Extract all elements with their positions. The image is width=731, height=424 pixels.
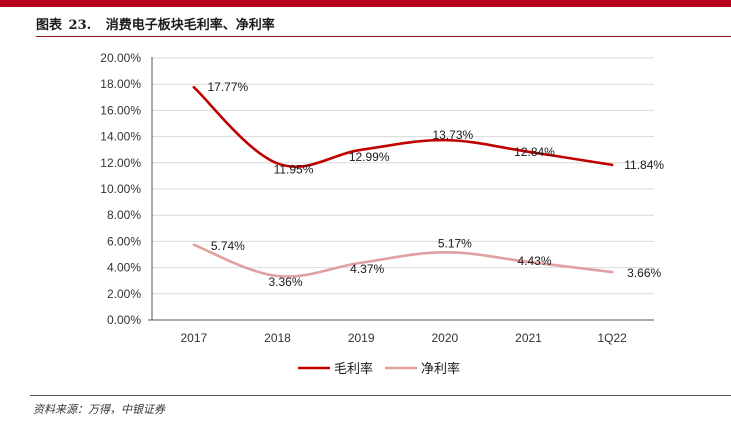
top-accent-bar [0, 0, 731, 7]
x-tick-label: 2018 [264, 331, 291, 345]
x-tick-label: 1Q22 [597, 331, 627, 345]
y-tick-label: 16.00% [100, 103, 141, 117]
y-tick-label: 2.00% [107, 287, 141, 301]
figure-title-text: 消费电子板块毛利率、净利率 [105, 18, 275, 33]
y-tick-label: 6.00% [107, 234, 141, 248]
data-label: 12.84% [514, 145, 555, 159]
x-tick-label: 2020 [431, 331, 458, 345]
x-tick-label: 2017 [180, 331, 207, 345]
figure-title: 图表 23. 消费电子板块毛利率、净利率 [36, 14, 275, 33]
series-line-gross-margin [192, 85, 614, 169]
figure-label: 图表 [36, 18, 63, 33]
y-tick-label: 8.00% [107, 208, 141, 222]
data-label: 11.84% [624, 158, 664, 172]
x-tick-label: 2019 [348, 331, 375, 345]
data-label: 17.77% [207, 80, 248, 94]
title-divider [36, 36, 731, 37]
y-tick-label: 20.00% [100, 51, 141, 65]
data-label: 11.95% [274, 162, 314, 176]
y-tick-label: 0.00% [107, 313, 141, 327]
x-tick-label: 2021 [515, 331, 542, 345]
legend-net-margin-label: 净利率 [421, 361, 460, 376]
y-tick-label: 12.00% [100, 156, 141, 170]
y-tick-label: 4.00% [107, 261, 141, 275]
data-label: 5.17% [438, 236, 472, 250]
series-line-net-margin [192, 243, 614, 278]
data-label: 3.66% [627, 266, 661, 280]
data-label: 3.36% [268, 275, 302, 289]
source-note: 资料来源：万得，中银证券 [33, 403, 165, 416]
line-chart: 0.00% 2.00% 4.00% 6.00% 8.00% 10.00% 12.00% 14.… [100, 51, 664, 376]
data-label: 4.37% [350, 262, 384, 276]
y-tick-label: 14.00% [100, 130, 141, 144]
data-label: 13.73% [432, 128, 473, 142]
figure-number: 23. [68, 18, 92, 33]
legend-gross-margin-label: 毛利率 [334, 361, 373, 376]
data-label: 5.74% [211, 239, 245, 253]
y-tick-label: 10.00% [100, 182, 141, 196]
data-label: 4.43% [517, 254, 551, 268]
data-label: 12.99% [349, 150, 390, 164]
y-tick-label: 18.00% [100, 77, 141, 91]
source-divider [30, 395, 731, 396]
